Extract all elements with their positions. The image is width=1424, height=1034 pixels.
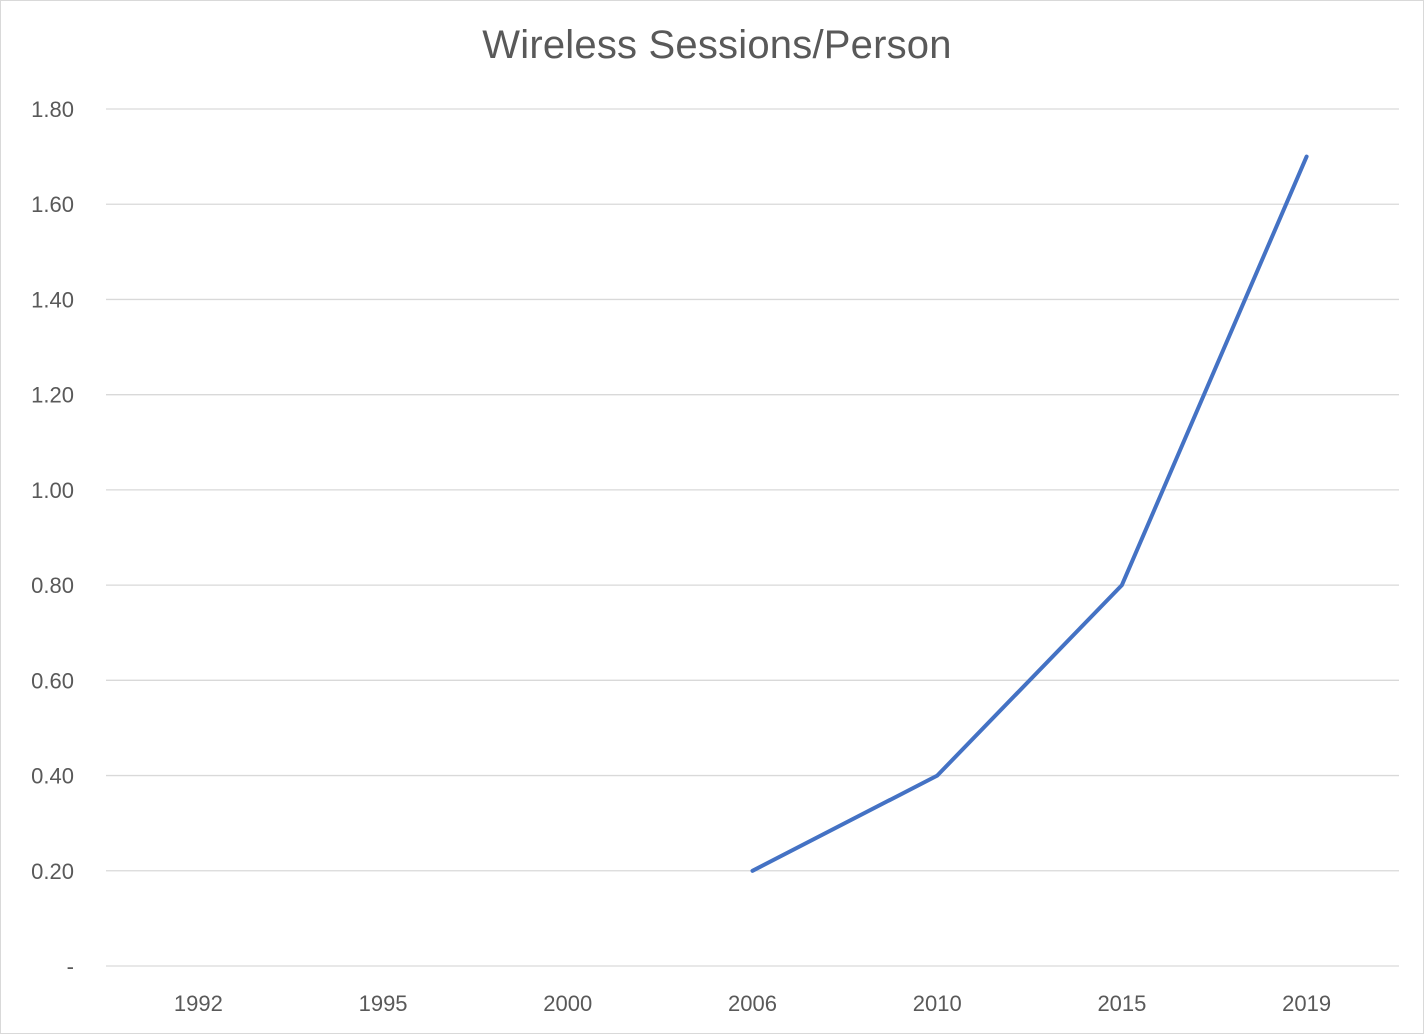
series-line-0 — [750, 154, 1309, 873]
x-tick-label: 2019 — [1282, 991, 1331, 1016]
y-tick-label: - — [67, 954, 74, 979]
y-tick-label: 0.60 — [31, 668, 74, 693]
chart-title: Wireless Sessions/Person — [482, 23, 952, 67]
x-tick-label: 1992 — [174, 991, 223, 1016]
x-tick-label: 1995 — [359, 991, 408, 1016]
x-tick-label: 2006 — [728, 991, 777, 1016]
y-tick-label: 0.40 — [31, 764, 74, 789]
y-tick-label: 1.60 — [31, 192, 74, 217]
x-tick-label: 2010 — [913, 991, 962, 1016]
x-axis-tick-labels: 1992 1995 2000 2006 2010 2015 2019 — [174, 991, 1331, 1016]
y-tick-label: 0.20 — [31, 859, 74, 884]
y-tick-label: 1.20 — [31, 383, 74, 408]
y-tick-label: 0.80 — [31, 573, 74, 598]
y-axis-tick-labels: - 0.20 0.40 0.60 0.80 1.00 1.20 1.40 1.60 1.80 — [31, 97, 74, 979]
x-tick-label: 2000 — [543, 991, 592, 1016]
y-tick-label: 1.40 — [31, 287, 74, 312]
x-tick-label: 2015 — [1097, 991, 1146, 1016]
gridlines — [106, 108, 1399, 967]
y-tick-label: 1.00 — [31, 478, 74, 503]
y-tick-label: 1.80 — [31, 97, 74, 122]
series-lines — [750, 154, 1309, 873]
